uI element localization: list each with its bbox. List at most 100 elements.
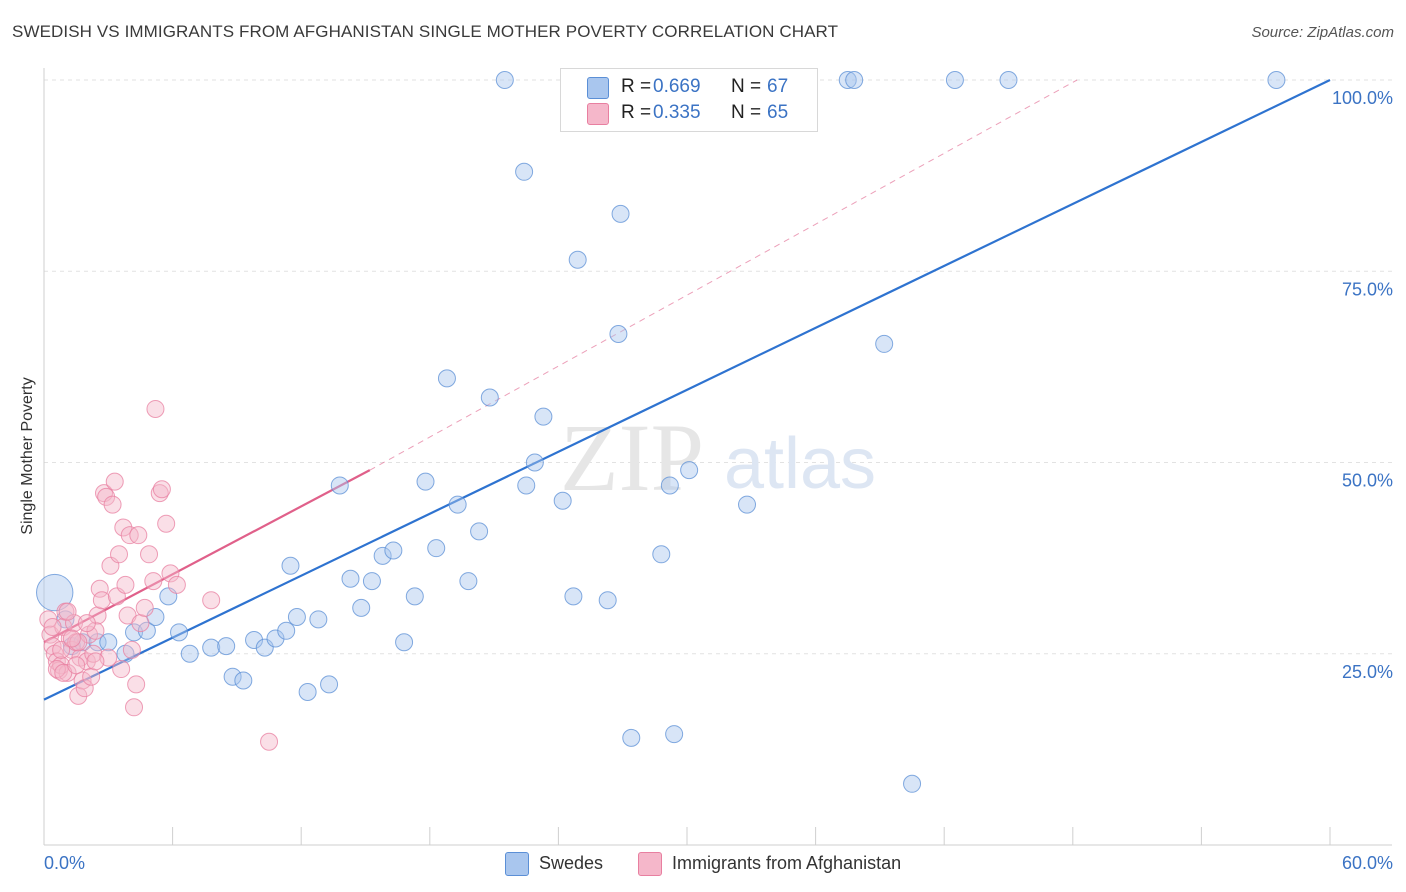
swedes-point	[223, 667, 242, 686]
swedes-point	[1267, 71, 1286, 89]
swedes-point	[448, 495, 467, 514]
afghanistan-point	[110, 545, 129, 564]
swedes-point	[568, 250, 587, 269]
swedes-point	[416, 472, 435, 491]
legend-label-swedes: Swedes	[539, 853, 604, 873]
afghanistan-point	[161, 564, 180, 583]
swedes-point	[999, 71, 1018, 89]
afghanistan-point	[92, 591, 111, 610]
afghanistan-point	[135, 598, 154, 617]
legend-r-label: R =	[621, 76, 652, 97]
trend-lines	[43, 79, 1331, 701]
swedes-point	[245, 630, 264, 649]
afghanistan-point	[86, 652, 105, 671]
series-swedes	[36, 71, 1286, 793]
swedes-point	[838, 71, 857, 89]
afghanistan-point	[90, 579, 109, 598]
watermark-zip: ZIP	[560, 404, 704, 511]
swedes-point	[515, 162, 534, 181]
afghanistan-point	[43, 617, 62, 636]
swedes-point	[36, 573, 74, 612]
afghanistan-point	[114, 518, 133, 537]
afghanistan-point	[202, 591, 221, 610]
afghanistan-point	[75, 679, 94, 698]
swedes-point	[427, 539, 446, 558]
swedes-point	[341, 569, 360, 588]
swedes-point	[362, 572, 381, 591]
afghanistan-point	[125, 698, 144, 717]
afghanistan-point	[82, 667, 101, 686]
swedes-point	[459, 572, 478, 591]
swedes-point	[622, 728, 641, 747]
afghanistan-point	[157, 514, 176, 533]
swedes-point	[611, 204, 630, 223]
swedes-point	[352, 598, 371, 617]
legend-n-value: 67	[767, 76, 789, 97]
x-tick-label: 60.0%	[1342, 853, 1393, 873]
afghanistan-point	[84, 644, 103, 663]
swedes-point	[903, 774, 922, 793]
swedes-point	[137, 621, 156, 640]
afghanistan-point	[103, 495, 122, 514]
swedes-point	[170, 623, 189, 642]
y-tick-label: 100.0%	[1332, 88, 1393, 108]
afghanistan-point	[58, 602, 77, 621]
swedes-point	[609, 324, 628, 343]
swedes-point	[180, 644, 199, 663]
swedes-point	[525, 453, 544, 472]
swedes-point	[384, 541, 403, 560]
y-tick-label: 25.0%	[1342, 662, 1393, 682]
trend-line-afghanistan	[369, 79, 1078, 471]
swedes-point	[665, 725, 684, 744]
swedes-point	[287, 608, 306, 627]
watermark: ZIP atlas	[560, 404, 876, 511]
afghanistan-point	[127, 675, 146, 694]
axes	[43, 68, 1392, 846]
grid-lines	[44, 79, 1392, 655]
legend-n-label: N =	[731, 102, 762, 123]
swedes-point	[309, 610, 328, 629]
afghanistan-point	[146, 399, 165, 418]
swedes-point	[395, 633, 414, 652]
swedes-point	[405, 587, 424, 606]
swedes-point	[652, 545, 671, 564]
afghanistan-point	[73, 671, 92, 690]
tick-labels: 25.0% 50.0% 75.0% 100.0% 0.0% 60.0%	[44, 88, 1393, 873]
swedes-point	[660, 476, 679, 495]
afghanistan-point	[97, 487, 116, 506]
swedes-point	[564, 587, 583, 606]
legend-label-afghanistan: Immigrants from Afghanistan	[672, 853, 902, 873]
source-label: Source: ZipAtlas.com	[1251, 24, 1394, 41]
afghanistan-point	[122, 640, 141, 659]
legend-n-value: 65	[767, 102, 789, 123]
swedes-point	[234, 671, 253, 690]
swedes-point	[598, 591, 617, 610]
swedes-point	[281, 556, 300, 575]
afghanistan-point	[140, 545, 159, 564]
swedes-point	[437, 369, 456, 388]
legend-r-value: 0.335	[653, 102, 701, 123]
swedes-point	[945, 71, 964, 89]
swedes-point	[480, 388, 499, 407]
afghanistan-point	[105, 472, 124, 491]
legend-r-value: 0.669	[653, 76, 701, 97]
legend-swatch-afghanistan	[638, 852, 662, 876]
series-afghanistan	[39, 399, 279, 751]
legend-swatch-swedes	[587, 77, 609, 99]
afghanistan-point	[112, 660, 131, 679]
afghanistan-point	[52, 640, 71, 659]
swedes-point	[330, 476, 349, 495]
afghanistan-point	[131, 614, 150, 633]
y-tick-label: 75.0%	[1342, 279, 1393, 299]
afghanistan-point	[116, 575, 135, 594]
afghanistan-point	[260, 732, 279, 751]
afghanistan-point	[67, 656, 86, 675]
swedes-point	[99, 633, 118, 652]
trend-line-afghanistan	[43, 469, 371, 644]
legend-swatch-afghanistan	[587, 103, 609, 125]
afghanistan-point	[144, 572, 163, 591]
afghanistan-point	[129, 526, 148, 545]
stats-legend: R = 0.669 N = 67 R = 0.335 N = 65	[560, 68, 818, 132]
swedes-point	[125, 623, 144, 642]
